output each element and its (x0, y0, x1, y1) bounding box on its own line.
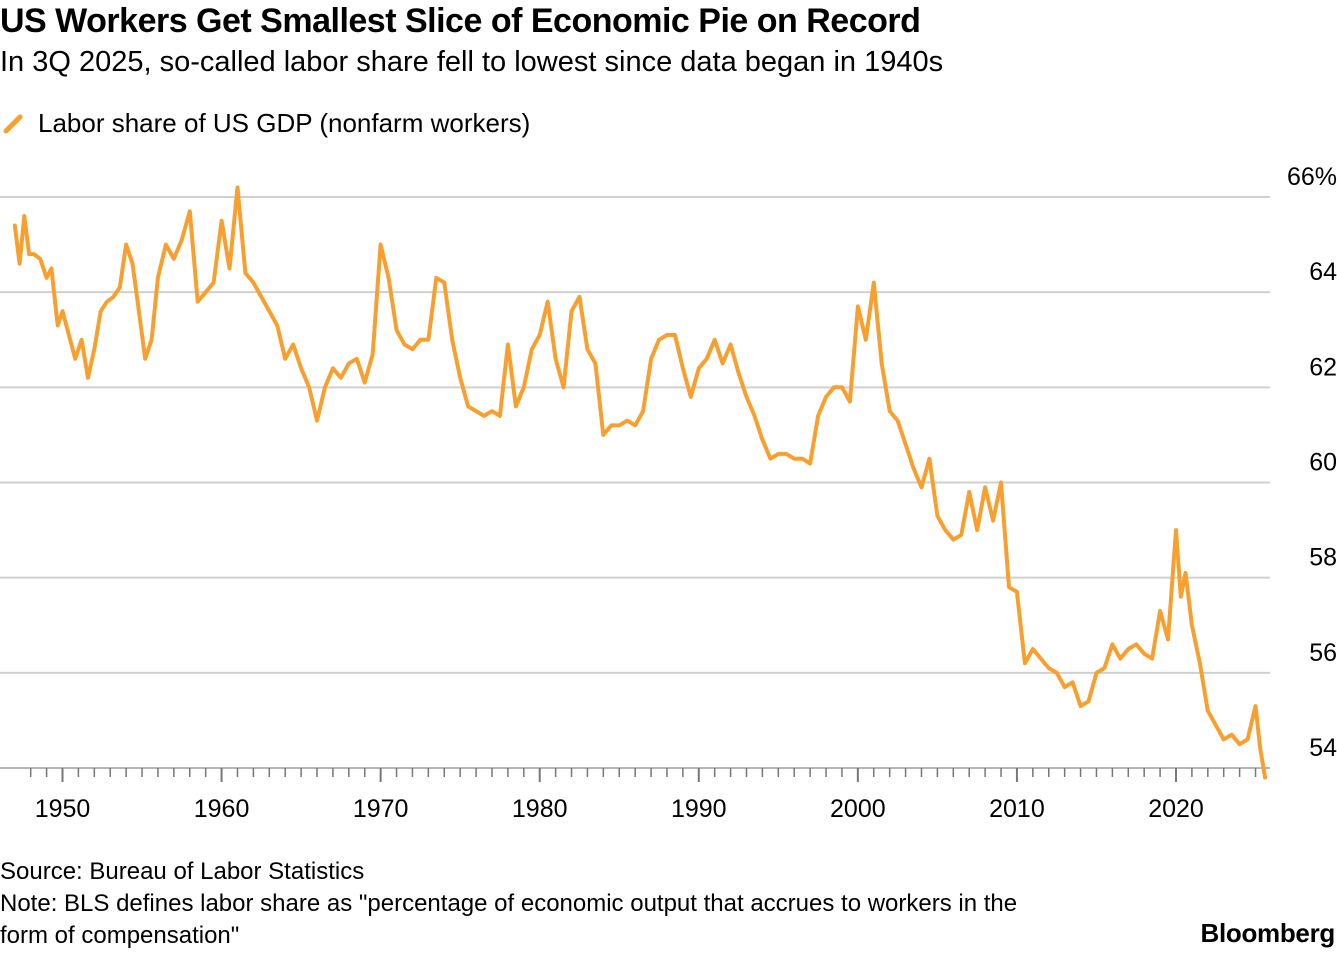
x-tick-label: 1980 (512, 795, 568, 823)
line-chart: 66% 64 62 60 58 56 54 1950 1960 1970 1980 1990 2000… (0, 163, 1337, 823)
chart-subtitle: In 3Q 2025, so-called labor share fell t… (0, 46, 944, 78)
y-tick-label: 54 (1309, 734, 1337, 762)
x-tick-label: 1970 (353, 795, 409, 823)
y-tick-label: 64 (1309, 258, 1337, 286)
definition-note-line-1: Note: BLS defines labor share as "percen… (0, 890, 1018, 917)
bloomberg-logo: Bloomberg (1200, 918, 1335, 948)
legend: Labor share of US GDP (nonfarm workers) (0, 108, 530, 139)
y-tick-label: 58 (1309, 544, 1337, 572)
source-note: Source: Bureau of Labor Statistics (0, 858, 365, 885)
series-layer (12, 185, 1268, 780)
grid (0, 196, 1270, 769)
x-tick-label: 1960 (194, 795, 250, 823)
x-tick-label: 1950 (35, 795, 91, 823)
y-axis-ticks: 66% 64 62 60 58 56 54 (1287, 163, 1337, 762)
legend-label: Labor share of US GDP (nonfarm workers) (38, 108, 531, 138)
y-tick-label: 60 (1309, 449, 1337, 477)
x-tick-label: 2000 (830, 795, 886, 823)
definition-note-line-2: form of compensation" (0, 922, 240, 949)
y-tick-label: 56 (1309, 639, 1337, 667)
chart-title: US Workers Get Smallest Slice of Economi… (0, 2, 921, 40)
y-tick-label: 66% (1287, 163, 1337, 191)
legend-line-icon (3, 114, 23, 133)
footer: Source: Bureau of Labor Statistics Note:… (0, 856, 1017, 952)
y-tick-label: 62 (1309, 353, 1337, 381)
x-tick-label: 2010 (989, 795, 1045, 823)
series-line-labor-share (12, 185, 1268, 780)
x-tick-label: 2020 (1148, 795, 1204, 823)
x-tick-label: 1990 (671, 795, 727, 823)
x-axis-ticks: 1950 1960 1970 1980 1990 2000 2010 2020 (29, 768, 1257, 823)
